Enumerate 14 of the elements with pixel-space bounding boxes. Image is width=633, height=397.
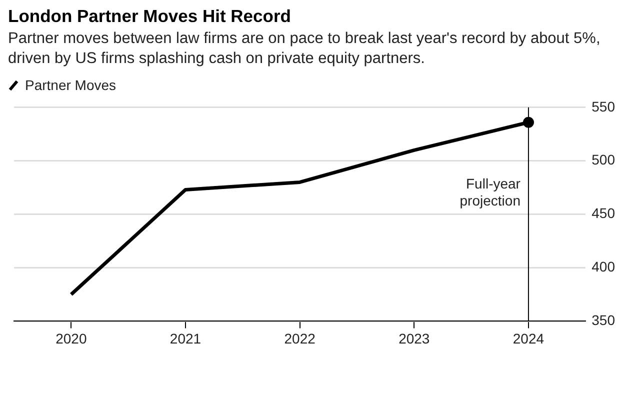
ref-line-label: Full-year projection: [460, 175, 521, 208]
y-tick-label: 400: [592, 258, 616, 275]
y-tick-label: 450: [592, 205, 616, 222]
x-tick-label: 2020: [56, 330, 87, 346]
x-tick-label: 2022: [284, 330, 316, 346]
y-tick-label: 500: [592, 152, 616, 168]
x-tick-label: 2024: [512, 330, 544, 346]
legend-label: Partner Moves: [25, 77, 116, 93]
x-tick-label: 2023: [398, 330, 430, 346]
x-tick-label: 2021: [170, 330, 202, 346]
chart-subtitle: Partner moves between law firms are on pace to break last year's record by about 5%, driven by US firms splashing cash on private equity partners.: [8, 29, 602, 69]
y-tick-label: 350: [592, 312, 616, 328]
y-tick-label: 550: [592, 98, 616, 114]
chart-title: London Partner Moves Hit Record: [8, 6, 292, 27]
